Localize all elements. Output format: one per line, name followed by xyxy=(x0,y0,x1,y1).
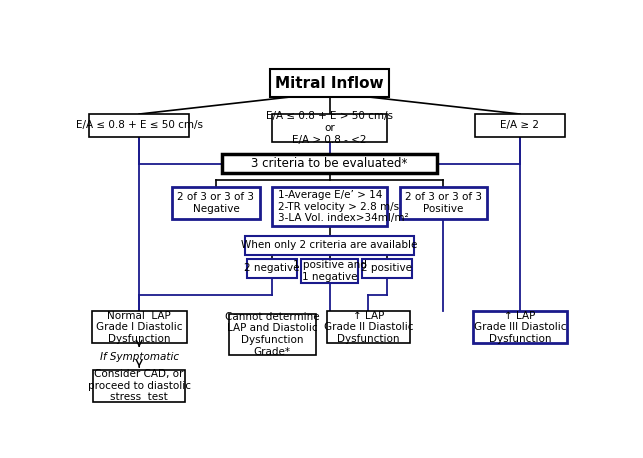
Text: When only 2 criteria are available: When only 2 criteria are available xyxy=(241,240,418,251)
Text: ↑ LAP
Grade III Diastolic
Dysfunction: ↑ LAP Grade III Diastolic Dysfunction xyxy=(474,311,566,344)
Text: 2 negative: 2 negative xyxy=(244,263,300,273)
FancyBboxPatch shape xyxy=(272,114,387,142)
FancyBboxPatch shape xyxy=(93,370,185,402)
FancyBboxPatch shape xyxy=(92,311,186,343)
FancyBboxPatch shape xyxy=(473,311,567,343)
FancyBboxPatch shape xyxy=(272,187,387,226)
FancyBboxPatch shape xyxy=(301,259,358,283)
FancyBboxPatch shape xyxy=(245,236,414,255)
FancyBboxPatch shape xyxy=(270,69,390,97)
Text: If Symptomatic: If Symptomatic xyxy=(100,352,179,362)
Text: Cannot determine
LAP and Diastolic
Dysfunction
Grade*: Cannot determine LAP and Diastolic Dysfu… xyxy=(225,312,320,357)
FancyBboxPatch shape xyxy=(362,259,412,278)
Text: 3 criteria to be evaluated*: 3 criteria to be evaluated* xyxy=(251,157,408,170)
Text: 2 of 3 or 3 of 3
Positive: 2 of 3 or 3 of 3 Positive xyxy=(404,192,482,214)
Text: Normal  LAP
Grade I Diastolic
Dysfunction: Normal LAP Grade I Diastolic Dysfunction xyxy=(96,311,183,344)
FancyBboxPatch shape xyxy=(327,311,410,343)
FancyBboxPatch shape xyxy=(475,114,565,137)
Text: Mitral Inflow: Mitral Inflow xyxy=(275,76,384,91)
FancyBboxPatch shape xyxy=(222,154,437,173)
Text: 2 positive: 2 positive xyxy=(361,263,412,273)
Text: 1 positive and
1 negative: 1 positive and 1 negative xyxy=(293,260,367,282)
Text: 1-Average E/e’ > 14
2-TR velocity > 2.8 m/s
3-LA Vol. index>34ml/m²: 1-Average E/e’ > 14 2-TR velocity > 2.8 … xyxy=(278,190,409,223)
Text: Consider CAD, or
proceed to diastolic
stress  test: Consider CAD, or proceed to diastolic st… xyxy=(87,369,191,403)
FancyBboxPatch shape xyxy=(89,114,189,137)
Text: E/A ≤ 0.8 + E > 50 cm/s
or
E/A > 0.8 - <2: E/A ≤ 0.8 + E > 50 cm/s or E/A > 0.8 - <… xyxy=(266,111,393,145)
FancyBboxPatch shape xyxy=(229,314,316,354)
FancyBboxPatch shape xyxy=(399,187,487,219)
Text: 2 of 3 or 3 of 3
Negative: 2 of 3 or 3 of 3 Negative xyxy=(177,192,255,214)
Text: ↑ LAP
Grade II Diastolic
Dysfunction: ↑ LAP Grade II Diastolic Dysfunction xyxy=(323,311,413,344)
Text: E/A ≥ 2: E/A ≥ 2 xyxy=(500,120,539,131)
Text: E/A ≤ 0.8 + E ≤ 50 cm/s: E/A ≤ 0.8 + E ≤ 50 cm/s xyxy=(76,120,203,131)
FancyBboxPatch shape xyxy=(248,259,297,278)
FancyBboxPatch shape xyxy=(172,187,260,219)
